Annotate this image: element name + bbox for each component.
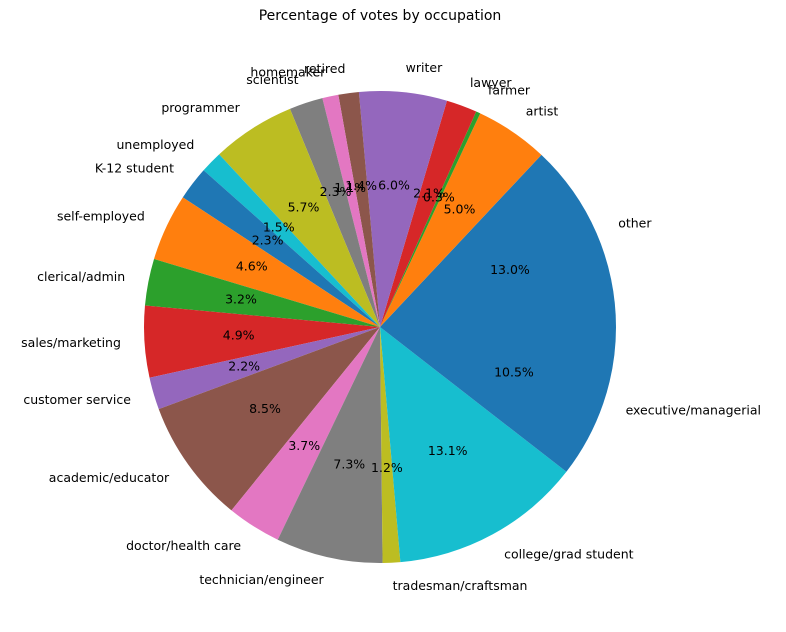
pie-slice-self-employed [154, 197, 380, 327]
pie-slice-retired [338, 91, 380, 327]
pie-slice-homemaker [322, 94, 380, 327]
slice-percent-k-12-student: 2.3% [252, 232, 284, 247]
slice-percent-homemaker: 1.1% [334, 180, 366, 195]
slice-percent-self-employed: 4.6% [236, 259, 268, 274]
slice-label-programmer: programmer [161, 100, 240, 115]
pie-slice-tradesman-craftsman [380, 327, 401, 563]
slice-percent-unemployed: 1.5% [263, 220, 295, 235]
slice-percent-clerical-admin: 3.2% [225, 292, 257, 307]
slice-label-self-employed: self-employed [57, 209, 145, 224]
slice-percent-customer-service: 2.2% [228, 358, 260, 373]
slice-label-lawyer: lawyer [470, 75, 512, 90]
slice-label-other: other [618, 215, 652, 230]
slice-label-artist: artist [526, 104, 559, 119]
slice-label-academic-educator: academic/educator [49, 470, 170, 485]
pie-slice-other [380, 154, 616, 327]
pie-slice-writer [358, 91, 447, 327]
slice-label-tradesman-craftsman: tradesman/craftsman [393, 578, 528, 593]
slice-label-k-12-student: K-12 student [95, 161, 174, 176]
slice-label-retired: retired [304, 61, 345, 76]
slice-label-homemaker: homemaker [250, 65, 326, 80]
pie-slice-programmer [219, 108, 380, 327]
pie-slice-college-grad-student [380, 327, 567, 563]
slice-label-technician-engineer: technician/engineer [199, 572, 324, 587]
slice-label-writer: writer [406, 60, 443, 75]
pie-slice-lawyer [380, 100, 477, 327]
slice-percent-scientist: 2.3% [320, 184, 352, 199]
slice-percent-sales-marketing: 4.9% [223, 327, 255, 342]
pie-slice-unemployed [203, 154, 380, 327]
pie-slice-artist [380, 113, 542, 327]
slice-label-clerical-admin: clerical/admin [37, 269, 125, 284]
slice-label-executive-managerial: executive/managerial [626, 403, 761, 418]
slice-percent-programmer: 5.7% [288, 199, 320, 214]
slice-label-doctor-health-care: doctor/health care [126, 538, 241, 553]
slice-percent-farmer: 0.3% [423, 190, 455, 205]
slice-percent-college-grad-student: 13.1% [428, 443, 468, 458]
slice-percent-lawyer: 2.1% [413, 186, 445, 201]
slice-percent-retired: 1.4% [345, 178, 377, 193]
pie-slice-clerical-admin [144, 258, 380, 327]
slice-percent-executive-managerial: 10.5% [494, 364, 534, 379]
pie-slice-doctor-health-care [231, 327, 380, 540]
slice-percent-other: 13.0% [490, 262, 530, 277]
slice-label-college-grad-student: college/grad student [504, 547, 634, 562]
slice-percent-technician-engineer: 7.3% [333, 457, 365, 472]
slice-label-unemployed: unemployed [116, 137, 194, 152]
pie-slice-academic-educator [158, 327, 380, 511]
pie-slice-executive-managerial [380, 327, 616, 472]
slice-label-customer-service: customer service [23, 392, 131, 407]
slice-label-sales-marketing: sales/marketing [21, 335, 121, 350]
pie-slice-scientist [289, 98, 380, 327]
slice-label-scientist: scientist [246, 72, 298, 87]
slice-percent-doctor-health-care: 3.7% [288, 438, 320, 453]
slice-percent-artist: 5.0% [444, 201, 476, 216]
pie-slice-technician-engineer [277, 327, 383, 563]
slice-percent-tradesman-craftsman: 1.2% [371, 460, 403, 475]
slice-percent-writer: 6.0% [378, 178, 410, 193]
slice-percent-academic-educator: 8.5% [249, 401, 281, 416]
pie-slices [144, 91, 616, 563]
slice-label-farmer: farmer [488, 82, 531, 97]
pie-slice-k-12-student [182, 170, 380, 327]
pie-slice-customer-service [149, 327, 380, 410]
chart-title: Percentage of votes by occupation [258, 8, 502, 24]
pie-slice-farmer [380, 111, 481, 327]
pie-slice-sales-marketing [144, 305, 380, 378]
slice-percent-labels: 13.0%5.0%0.3%2.1%6.0%1.4%1.1%2.3%5.7%1.5… [223, 178, 534, 475]
